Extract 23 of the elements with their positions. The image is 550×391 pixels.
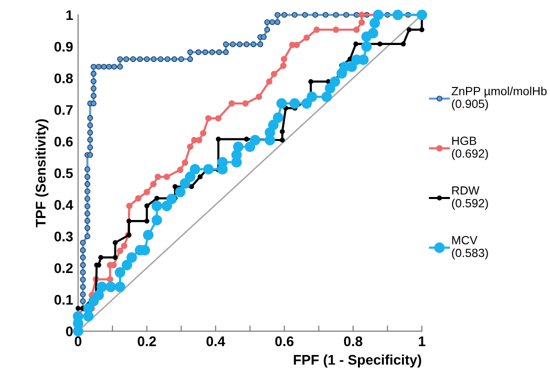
x-tick-label: 0.4 <box>206 336 226 346</box>
x-axis-title: FPF (1 - Specificity) <box>294 354 422 368</box>
y-tick-label: 0.6 <box>54 136 73 147</box>
x-tick-label: 0.2 <box>138 336 156 346</box>
y-tick-label: 0.8 <box>54 73 73 84</box>
x-tick-label: 1 <box>418 336 426 346</box>
y-tick-label: 0.3 <box>54 232 73 242</box>
y-tick-label: 0.2 <box>54 263 73 274</box>
y-tick-label: 0.9 <box>54 42 73 52</box>
legend-label: HGB (0.692) <box>452 136 488 160</box>
x-tick-label: 0.6 <box>275 336 294 346</box>
x-tick-label: 0 <box>74 336 82 346</box>
y-axis-title: TPF (Sensitivity) <box>35 119 48 228</box>
y-tick-label: 0.4 <box>54 200 74 210</box>
y-tick-label: 0.7 <box>54 105 73 115</box>
x-tick-label: 0.8 <box>344 336 362 346</box>
legend-label: MCV (0.583) <box>452 236 488 260</box>
y-tick-label: 0.1 <box>54 294 73 305</box>
y-tick-label: 1 <box>66 10 73 20</box>
legend-label: ZnPP µmol/molHb (0.905) <box>452 86 547 110</box>
y-tick-label: 0.5 <box>54 168 73 178</box>
legend-label: RDW (0.592) <box>452 186 488 210</box>
y-tick-label: 0 <box>66 326 73 336</box>
